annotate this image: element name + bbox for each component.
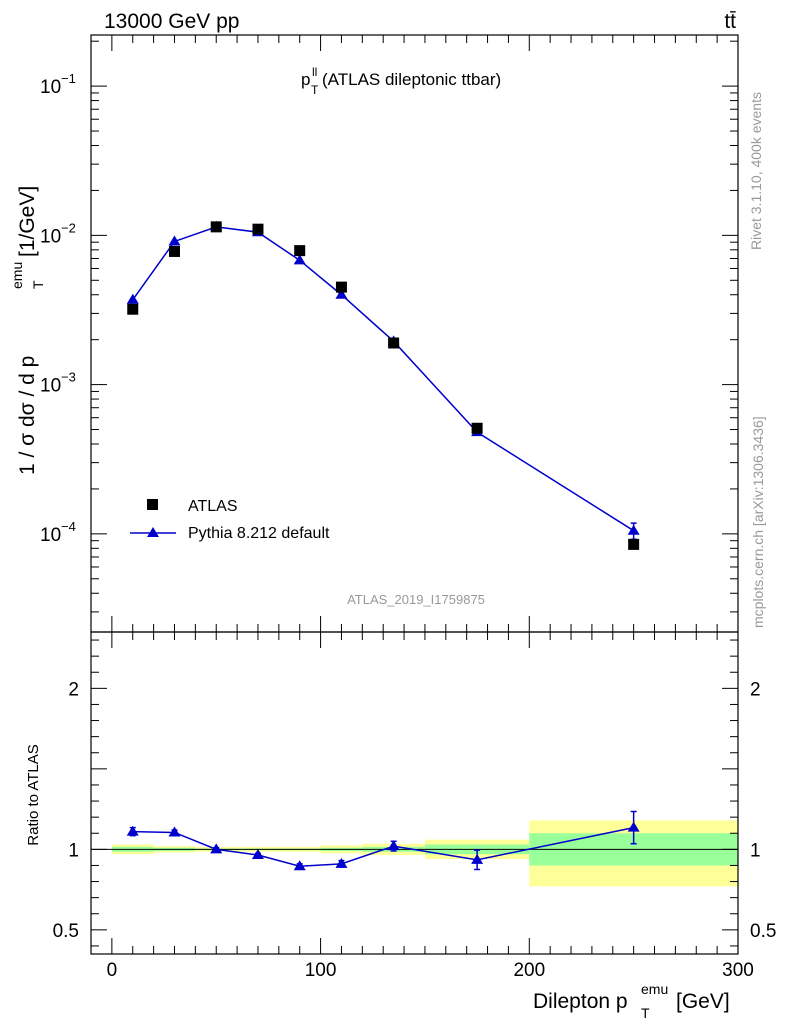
data-point xyxy=(127,303,139,315)
plot-title-sub: T xyxy=(311,83,319,97)
mc-series-main xyxy=(126,220,640,541)
x-axis-label-sub: T xyxy=(641,1005,650,1021)
mc-point-ratio xyxy=(335,857,348,868)
mc-point-main xyxy=(293,254,306,265)
legend: ATLAS Pythia 8.212 default xyxy=(130,498,330,542)
mc-point-main xyxy=(126,293,139,304)
mc-point-ratio xyxy=(471,853,484,864)
y-tick-label-ratio-2: 2 xyxy=(68,679,79,700)
y-tick-exp-main-3: −4 xyxy=(61,519,76,534)
data-point xyxy=(294,245,306,257)
data-point xyxy=(471,422,483,434)
legend-marker-atlas xyxy=(147,499,158,510)
x-axis-label-sup: emu xyxy=(641,981,668,997)
mc-point-main xyxy=(627,524,640,535)
ratio-plot-frame xyxy=(90,631,739,955)
main-plot-frame xyxy=(90,34,739,633)
legend-marker-pythia xyxy=(147,527,159,537)
x-tick-label-1: 100 xyxy=(305,960,337,981)
y-tick-label-main-2: 10 xyxy=(40,376,61,397)
x-tick-label-2: 200 xyxy=(513,960,545,981)
y-tick-label-ratio-right-0: 0.5 xyxy=(750,921,776,942)
ratio-uncertainty-bands xyxy=(111,820,738,887)
legend-label-pythia: Pythia 8.212 default xyxy=(188,525,330,542)
plot-title-rest: (ATLAS dileptonic ttbar) xyxy=(322,70,501,89)
y-tick-label-ratio-right-2: 2 xyxy=(750,679,761,700)
mc-point-ratio xyxy=(293,860,306,871)
plot-title: p ll T (ATLAS dileptonic ttbar) xyxy=(301,65,501,97)
data-point xyxy=(252,223,264,235)
y-tick-exp-main-2: −3 xyxy=(61,370,76,385)
mc-series-ratio xyxy=(126,810,640,871)
x-tick-label-3: 300 xyxy=(722,960,754,981)
y-axis-label-ratio: Ratio to ATLAS xyxy=(25,744,42,845)
y-tick-label-ratio-1: 1 xyxy=(68,840,79,861)
y-axis-label-unit: [1/GeV] xyxy=(16,186,39,257)
header-energy: 13000 GeV pp xyxy=(104,10,239,33)
mc-point-ratio xyxy=(627,821,640,832)
x-axis-label-text: Dilepton p xyxy=(533,990,628,1013)
data-point xyxy=(335,281,347,293)
mc-point-main xyxy=(168,235,181,246)
header-process: tt̄ xyxy=(724,10,736,33)
data-point xyxy=(628,538,640,550)
mc-point-ratio xyxy=(168,826,181,837)
y-tick-label-ratio-right-1: 1 xyxy=(750,840,761,861)
x-axis-label: Dilepton p emu T [GeV] xyxy=(533,981,730,1021)
mc-point-ratio xyxy=(210,843,223,854)
mc-point-ratio xyxy=(251,848,264,859)
analysis-id: ATLAS_2019_I1759875 xyxy=(347,592,485,607)
plot-title-sup: ll xyxy=(312,65,317,79)
data-series-main xyxy=(127,221,640,550)
x-tick-label-0: 0 xyxy=(107,960,118,981)
rivet-version-text: Rivet 3.1.10, 400k events xyxy=(748,92,764,250)
y-tick-label-main-1: 10 xyxy=(40,226,61,247)
mc-point-main xyxy=(335,288,348,299)
mcplots-reference-text: mcplots.cern.ch [arXiv:1306.3436] xyxy=(750,416,766,628)
data-point xyxy=(168,245,180,257)
y-tick-exp-main-1: −2 xyxy=(61,220,76,235)
plot-title-p: p xyxy=(301,70,310,89)
y-axis-label-sup: emu xyxy=(9,262,25,289)
mc-point-ratio xyxy=(126,825,139,836)
y-tick-label-ratio-0: 0.5 xyxy=(53,921,79,942)
data-point xyxy=(388,337,400,349)
y-axis-label-sub: T xyxy=(30,280,46,289)
mc-line-main xyxy=(132,226,635,532)
y-tick-label-main-0: 10 xyxy=(40,77,61,98)
data-point xyxy=(210,221,222,233)
y-tick-exp-main-0: −1 xyxy=(61,71,76,86)
axis-ticks: 10−110−210−310 −40.5 0.51 12 20 100 200 300 xyxy=(40,35,776,981)
mc-point-ratio xyxy=(387,840,400,851)
y-tick-label-main-3: 10 xyxy=(40,525,61,546)
x-axis-label-unit: [GeV] xyxy=(676,990,730,1013)
y-axis-label-main: 1 / σ dσ / d p emu T [1/GeV] xyxy=(9,186,46,475)
y-axis-label-text: 1 / σ dσ / d p xyxy=(16,356,39,475)
legend-label-atlas: ATLAS xyxy=(188,498,238,515)
